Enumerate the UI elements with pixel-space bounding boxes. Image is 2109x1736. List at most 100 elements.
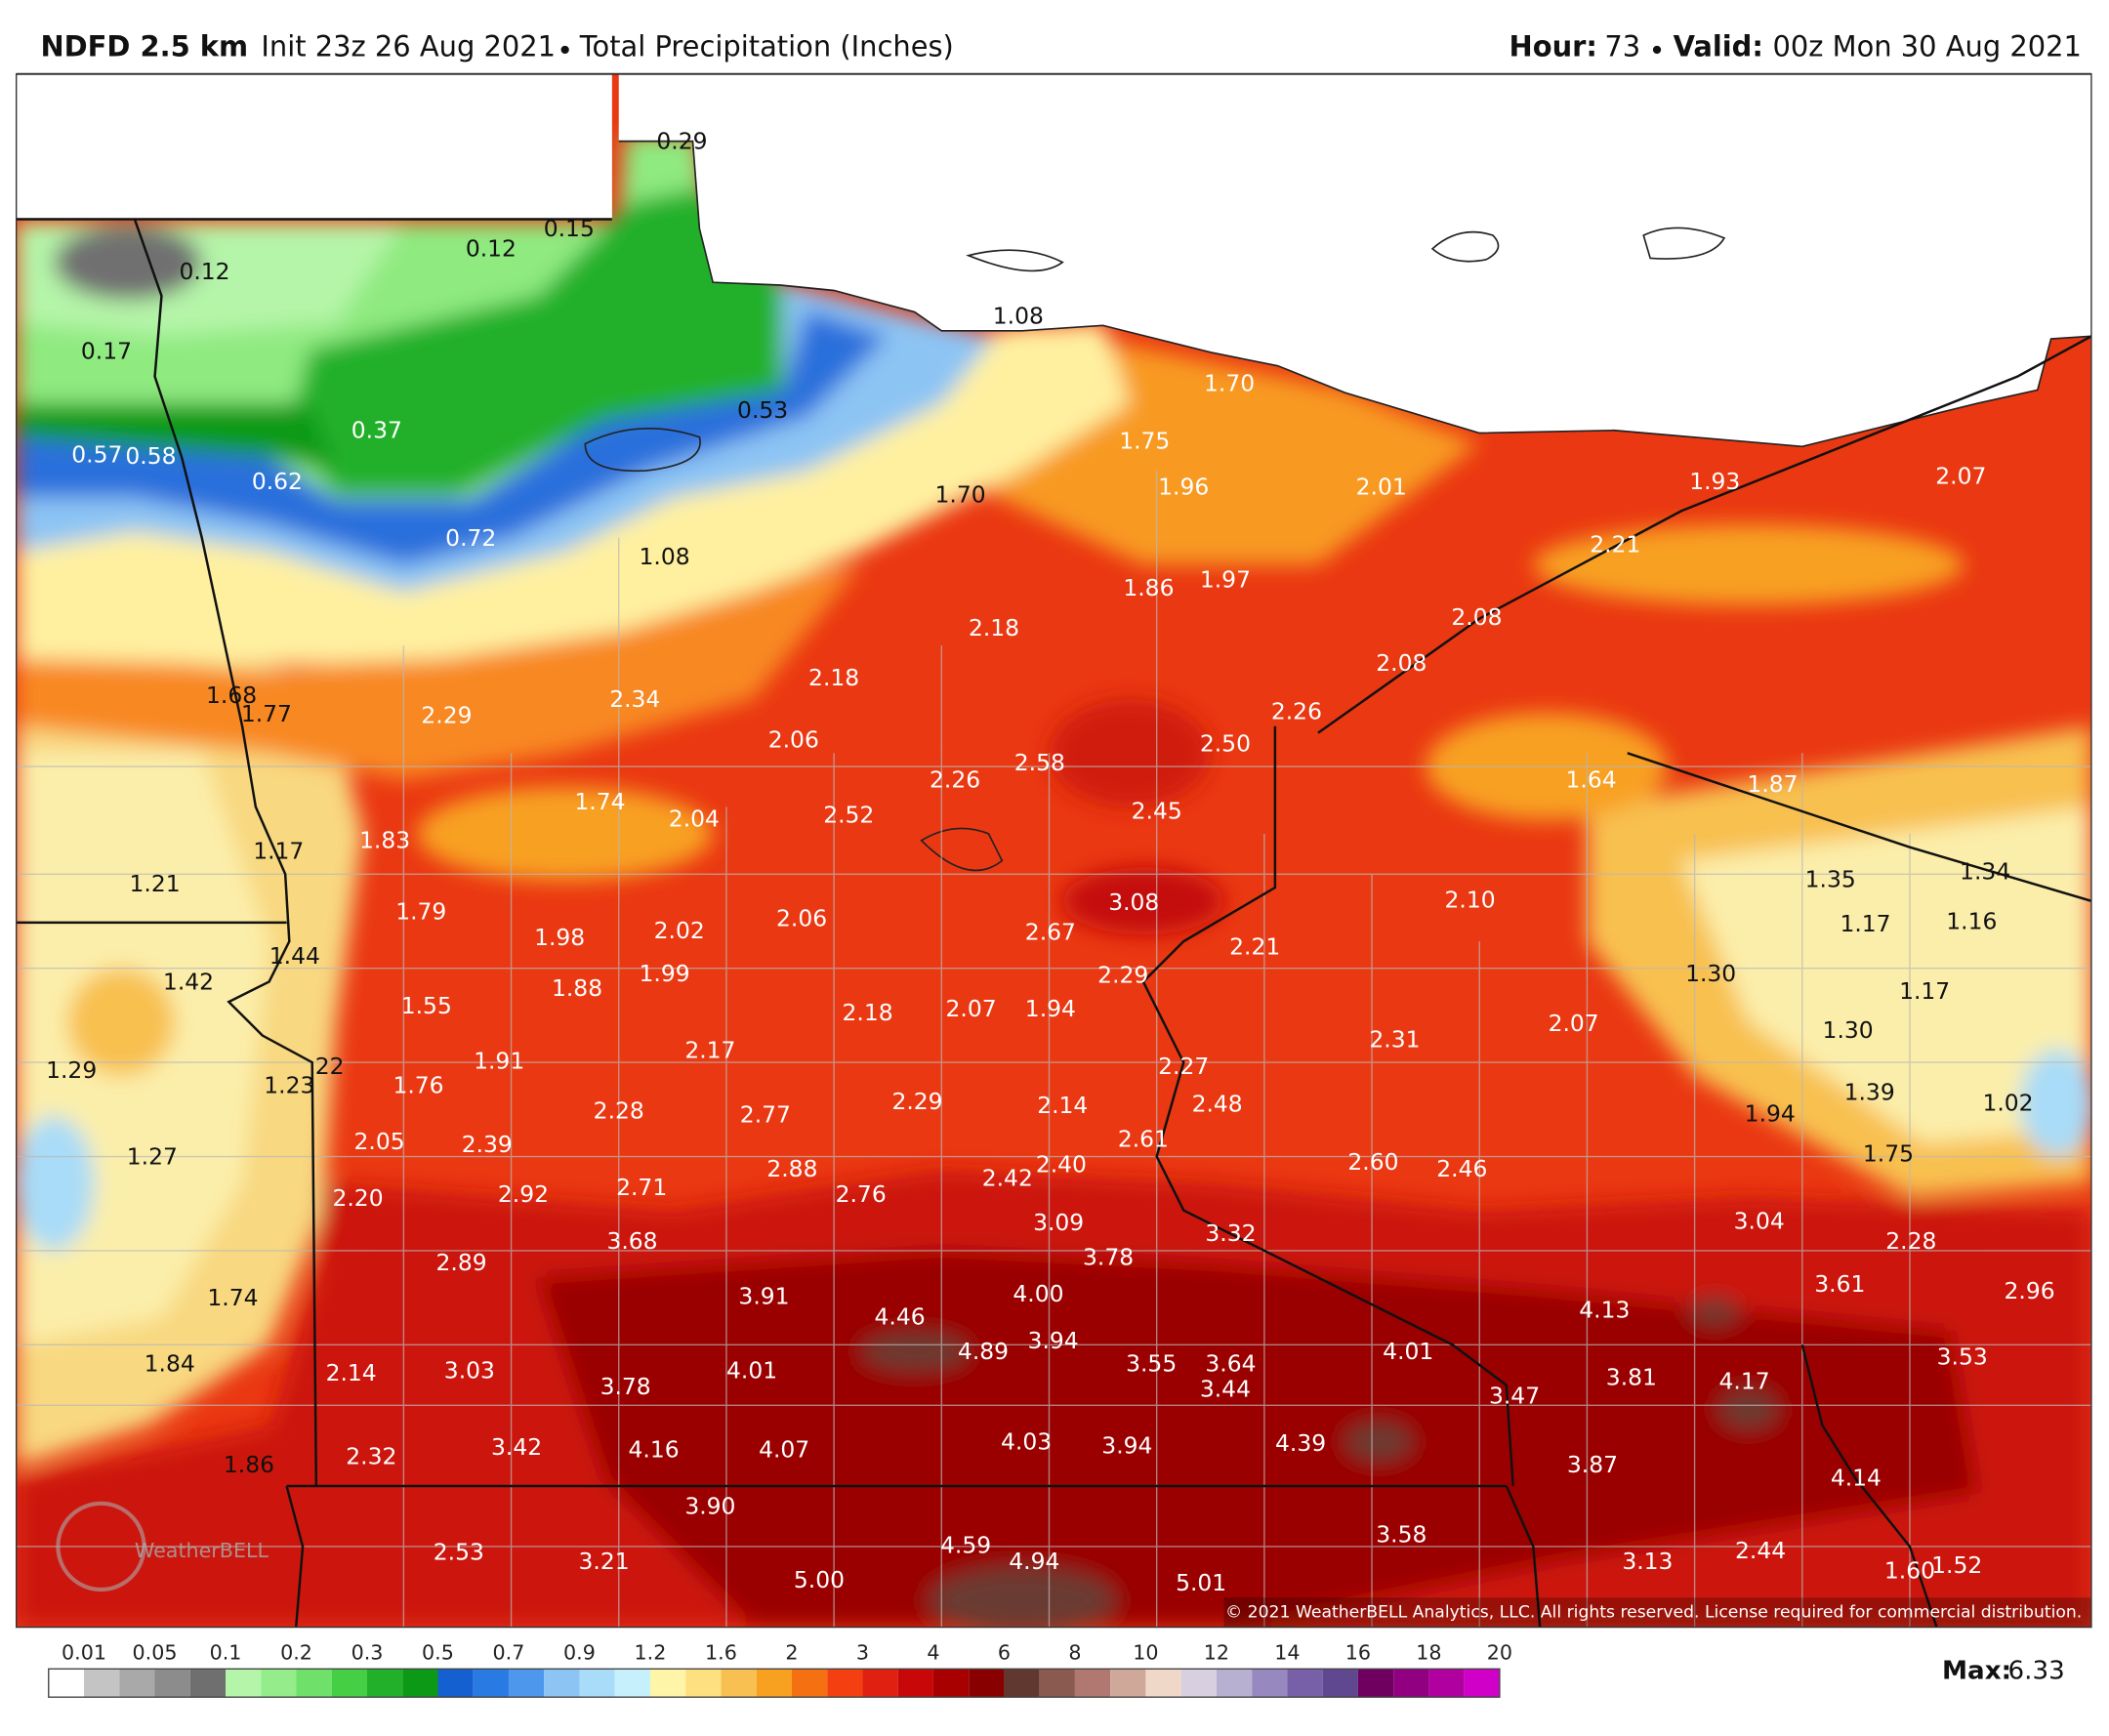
precip-label: 2.28 [594, 1097, 644, 1125]
colorbar-swatch [1145, 1669, 1181, 1698]
colorbar-tick-label: 4 [927, 1641, 939, 1665]
precip-label: 1.97 [1200, 566, 1251, 594]
precip-label: 2.88 [766, 1155, 817, 1182]
colorbar-tick-label: 16 [1345, 1641, 1371, 1665]
max-label: Max: [1942, 1657, 2011, 1686]
precip-label: 2.06 [776, 905, 827, 932]
colorbar-swatch [897, 1669, 933, 1698]
colorbar-swatch [225, 1669, 262, 1698]
lake-superior [618, 73, 2091, 447]
colorbar-swatch [721, 1669, 757, 1698]
precip-label: 2.29 [1097, 961, 1148, 988]
precip-label: 2.07 [1549, 1010, 1599, 1037]
separator [1652, 45, 1662, 55]
precip-label: 3.78 [600, 1373, 651, 1400]
precip-label: 2.20 [332, 1184, 383, 1212]
precip-label: 1.77 [241, 700, 292, 727]
colorbar-swatch [544, 1669, 580, 1698]
colorbar-swatch [366, 1669, 403, 1698]
precip-label: 2.45 [1132, 797, 1182, 824]
precip-label: 2.61 [1118, 1125, 1169, 1152]
precip-label: 1.93 [1689, 468, 1740, 495]
precip-label: 2.17 [684, 1037, 735, 1064]
precip-label: 1.16 [1946, 907, 1997, 934]
shoreline [618, 140, 2091, 448]
precip-label: 0.57 [71, 440, 122, 468]
precip-label: 2.53 [434, 1538, 484, 1565]
precip-label: 1.35 [1805, 866, 1856, 893]
colorbar-swatch [1428, 1669, 1465, 1698]
precip-label: 1.94 [1025, 995, 1076, 1022]
colorbar-swatch [402, 1669, 438, 1698]
precip-label: 1.98 [534, 924, 585, 951]
precip-label: 2.05 [354, 1128, 405, 1155]
watermark-logo [56, 1501, 146, 1592]
precip-label: 4.03 [1001, 1427, 1052, 1455]
product: Total Precipitation (Inches) [579, 30, 954, 63]
colorbar-tick-label: 1.6 [705, 1641, 737, 1665]
precip-label: 3.90 [684, 1492, 735, 1519]
precip-label: 3.03 [444, 1356, 495, 1384]
precip-label: 3.53 [1937, 1343, 1988, 1371]
precip-label: 2.52 [823, 802, 874, 829]
precip-label: 2.96 [2005, 1277, 2055, 1304]
lake [920, 827, 1004, 872]
precip-label: 0.58 [125, 442, 176, 470]
colorbar-swatch [48, 1669, 85, 1698]
precip-label: 2.60 [1347, 1148, 1398, 1176]
precip-label: 1.87 [1747, 770, 1798, 798]
colorbar-tick-label: 18 [1416, 1641, 1441, 1665]
precip-label: 0.62 [252, 468, 303, 495]
precip-label: 1.55 [401, 992, 452, 1019]
precip-label: 1.79 [395, 898, 446, 926]
precip-label: 1.17 [1899, 977, 1950, 1005]
precip-label: 2.40 [1036, 1151, 1087, 1178]
precip-label: 22 [315, 1053, 345, 1080]
precip-label: 1.30 [1685, 960, 1736, 987]
colorbar-frame [48, 1668, 1501, 1698]
precip-label: 2.44 [1735, 1537, 1786, 1564]
precip-label: 2.06 [768, 725, 819, 753]
precip-label: 2.10 [1445, 886, 1496, 913]
colorbar-swatch [1393, 1669, 1429, 1698]
precip-label: 1.27 [127, 1142, 178, 1170]
colorbar-swatch [1074, 1669, 1111, 1698]
precip-label: 2.31 [1369, 1026, 1420, 1054]
precip-label: 2.02 [654, 917, 705, 944]
colorbar-swatch [791, 1669, 828, 1698]
precip-label: 3.94 [1101, 1432, 1152, 1460]
precip-label: 1.17 [1840, 910, 1890, 937]
colorbar-swatch [827, 1669, 863, 1698]
model: NDFD 2.5 km [40, 30, 248, 63]
precip-label: 3.21 [579, 1548, 630, 1575]
precip-label: 1.23 [264, 1071, 314, 1098]
colorbar: 0.01 0.05 0.1 0.2 0.3 0.5 0.7 0.9 1.2 1.6 2 3 4 6 8 10 1… [48, 1641, 1512, 1698]
precip-label: 3.87 [1567, 1451, 1618, 1478]
islands [966, 227, 1726, 272]
colorbar-tick-label: 2 [785, 1641, 798, 1665]
precip-label: 2.42 [982, 1164, 1033, 1191]
precip-label: 2.58 [1014, 749, 1065, 776]
colorbar-swatch [685, 1669, 722, 1698]
colorbar-tick-label: 10 [1133, 1641, 1158, 1665]
colorbar-tick-label: 1.2 [635, 1641, 667, 1665]
colorbar-tick-label: 0.5 [422, 1641, 454, 1665]
precip-label: 3.08 [1108, 889, 1159, 916]
colorbar-tick-label: 14 [1274, 1641, 1300, 1665]
precip-label: 2.48 [1192, 1091, 1243, 1118]
colorbar-swatch [969, 1669, 1005, 1698]
colorbar-swatch [331, 1669, 367, 1698]
precip-label: 2.28 [1885, 1227, 1936, 1255]
precip-label: 0.29 [656, 127, 707, 154]
precip-label: 3.44 [1200, 1376, 1251, 1403]
precip-label: 0.17 [81, 337, 132, 364]
precip-label: 2.00 [1982, 347, 2033, 374]
precip-label: 2.67 [1025, 918, 1076, 945]
precip-label: 2.27 [1158, 1053, 1209, 1080]
precip-label: 4.00 [1013, 1280, 1063, 1307]
colorbar-swatch [296, 1669, 332, 1698]
init-time: Init 23z 26 Aug 2021 [261, 30, 556, 63]
colorbar-tick-label: 3 [856, 1641, 869, 1665]
precip-label: 1.08 [993, 303, 1044, 330]
